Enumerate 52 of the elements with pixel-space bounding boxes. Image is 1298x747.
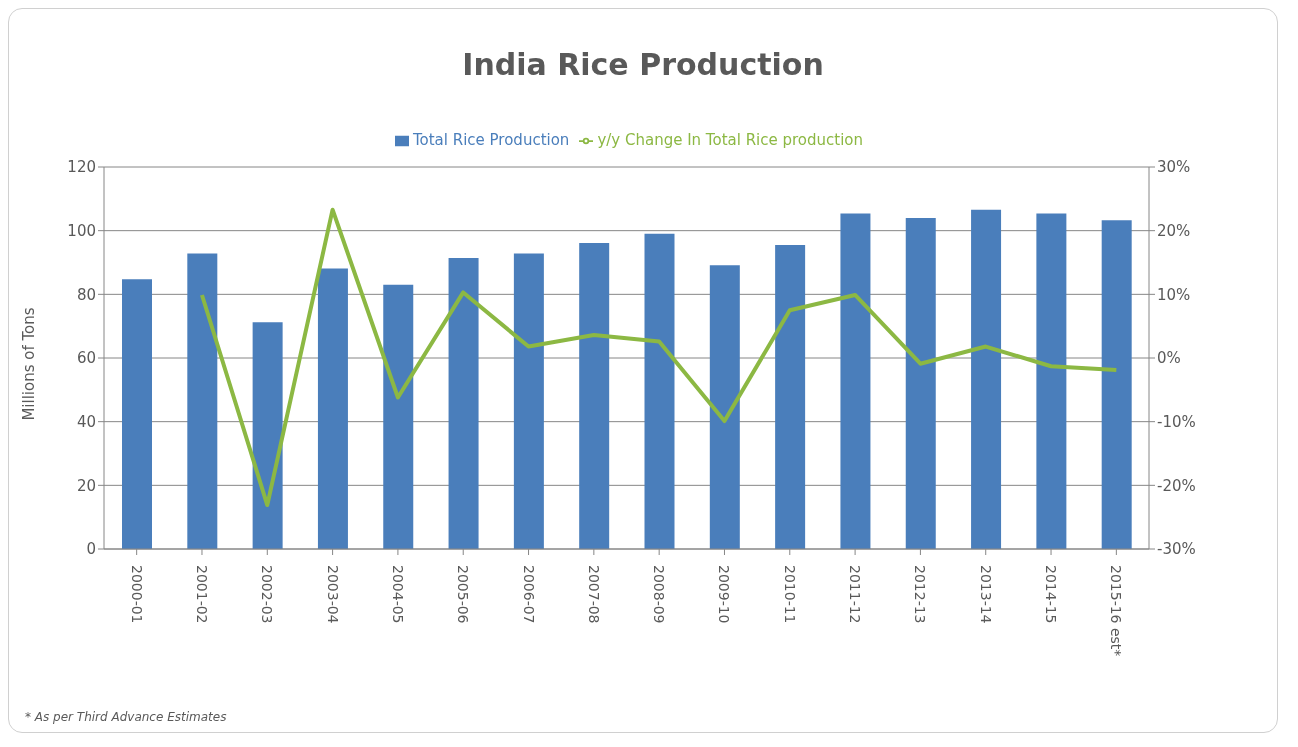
chart-title: India Rice Production — [461, 47, 825, 82]
bar — [122, 279, 152, 549]
y-tick-label: 0 — [86, 540, 96, 559]
bar — [971, 209, 1002, 549]
y-tick-label: 60 — [76, 349, 96, 368]
y2-tick-label: -10% — [1157, 412, 1196, 431]
x-tick-label: 2009-10 — [716, 565, 733, 624]
y-tick-label: 120 — [67, 158, 96, 177]
x-tick-label: 2004-05 — [389, 565, 406, 624]
y2-tick-label: 30% — [1157, 158, 1191, 177]
x-tick-label: 2003-04 — [324, 565, 341, 624]
x-tick-label: 2001-02 — [193, 565, 210, 624]
bar — [383, 284, 414, 549]
x-tick-label: 2007-08 — [585, 565, 602, 624]
legend-label: Total Rice Production — [412, 131, 570, 149]
x-tick-label: 2011-12 — [847, 565, 864, 624]
y-tick-label: 20 — [76, 476, 96, 495]
bar — [1036, 213, 1067, 549]
x-tick-label: 2000-01 — [128, 565, 145, 624]
line-series — [199, 207, 1119, 508]
bar — [579, 243, 610, 549]
x-tick-label: 2008-09 — [651, 565, 668, 624]
y-axis-title: Millions of Tons — [20, 307, 38, 421]
text: * As per Third Advance Estimates — [25, 710, 227, 724]
x-tick-label: 2013-14 — [977, 565, 994, 624]
legend-label: y/y Change In Total Rice production — [597, 131, 864, 149]
x-tick-label: 2005-06 — [455, 565, 472, 624]
y2-tick-label: 20% — [1157, 221, 1191, 240]
bar — [644, 233, 675, 549]
bar — [513, 253, 544, 549]
bar — [905, 217, 936, 549]
y-tick-label: 100 — [67, 221, 96, 240]
x-tick-label: 2010-11 — [781, 565, 798, 624]
y2-tick-label: -30% — [1157, 540, 1196, 559]
bar — [775, 244, 806, 549]
bar — [252, 322, 283, 549]
x-tick-label: 2006-07 — [520, 565, 537, 624]
y2-tick-label: 0% — [1157, 349, 1181, 368]
y-tick-label: 80 — [76, 285, 96, 304]
bar — [448, 258, 479, 549]
bar — [317, 268, 348, 549]
y-tick-label: 40 — [76, 412, 96, 431]
x-tick-label: 2012-13 — [912, 565, 929, 624]
bar — [840, 213, 871, 549]
bar — [1101, 220, 1132, 549]
x-tick-label: 2014-15 — [1043, 565, 1060, 624]
y2-tick-label: 10% — [1157, 285, 1191, 304]
x-tick-label: 2002-03 — [259, 565, 276, 624]
bar — [709, 265, 740, 549]
y2-tick-label: -20% — [1157, 476, 1196, 495]
bar — [187, 253, 218, 549]
x-tick-label: 2015-16 est* — [1108, 565, 1125, 657]
